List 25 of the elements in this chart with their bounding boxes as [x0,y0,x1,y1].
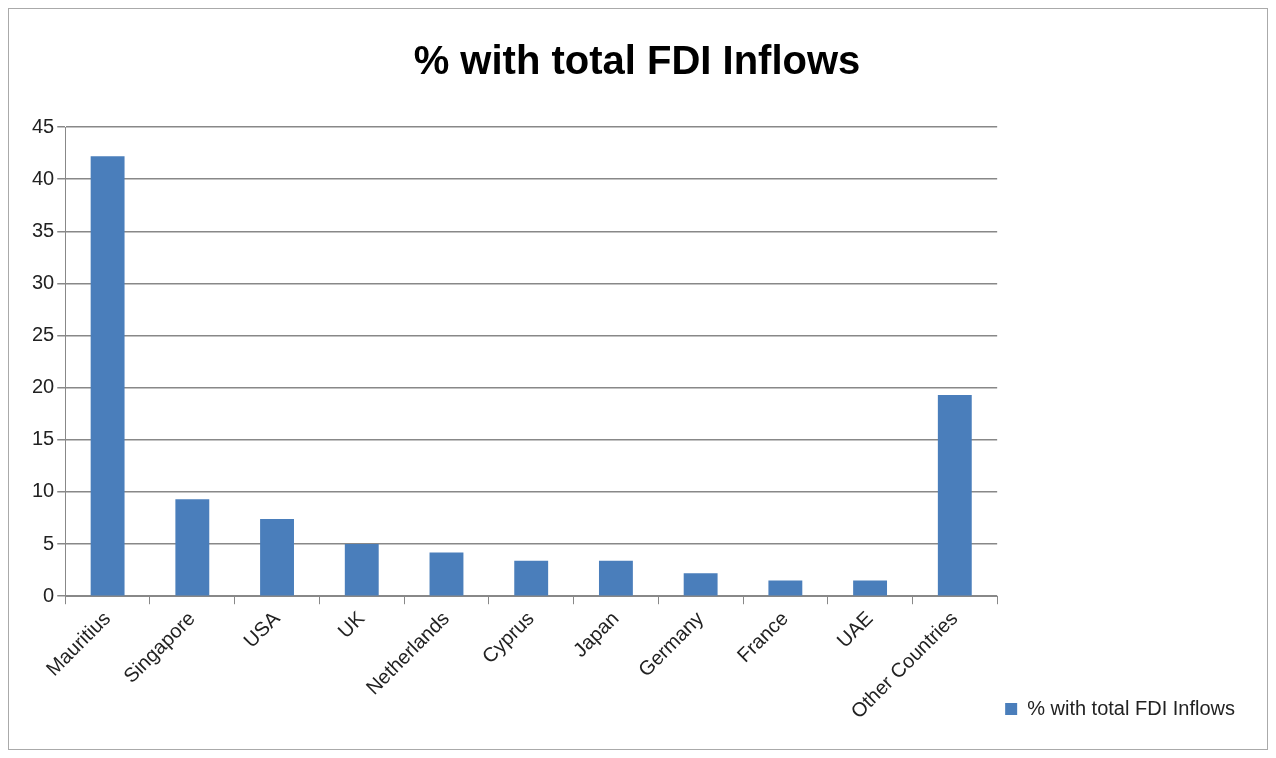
bar [344,544,379,596]
bar [768,580,803,596]
y-tick-label: 25 [32,323,55,346]
y-tick-label: 0 [43,583,55,606]
y-tick-label: 15 [32,427,55,450]
y-tick-label: 20 [32,375,55,398]
y-tick-label: 35 [32,218,55,241]
bar [175,499,210,596]
bar [683,573,718,596]
y-tick-label: 45 [32,114,55,137]
legend-label: % with total FDI Inflows [1027,696,1235,719]
bar [853,580,888,596]
x-tick-label: USA [239,606,285,652]
x-tick-label: UK [333,606,369,643]
y-tick-label: 5 [43,531,55,554]
bar [514,560,549,596]
bar [260,519,294,596]
bar [937,394,972,596]
bar [598,560,633,596]
y-tick-label: 30 [32,270,55,293]
bar [429,552,464,596]
bar [90,156,125,596]
chart-title: % with total FDI Inflows [413,38,861,83]
y-tick-label: 40 [32,166,55,189]
y-tick-label: 10 [32,479,55,502]
